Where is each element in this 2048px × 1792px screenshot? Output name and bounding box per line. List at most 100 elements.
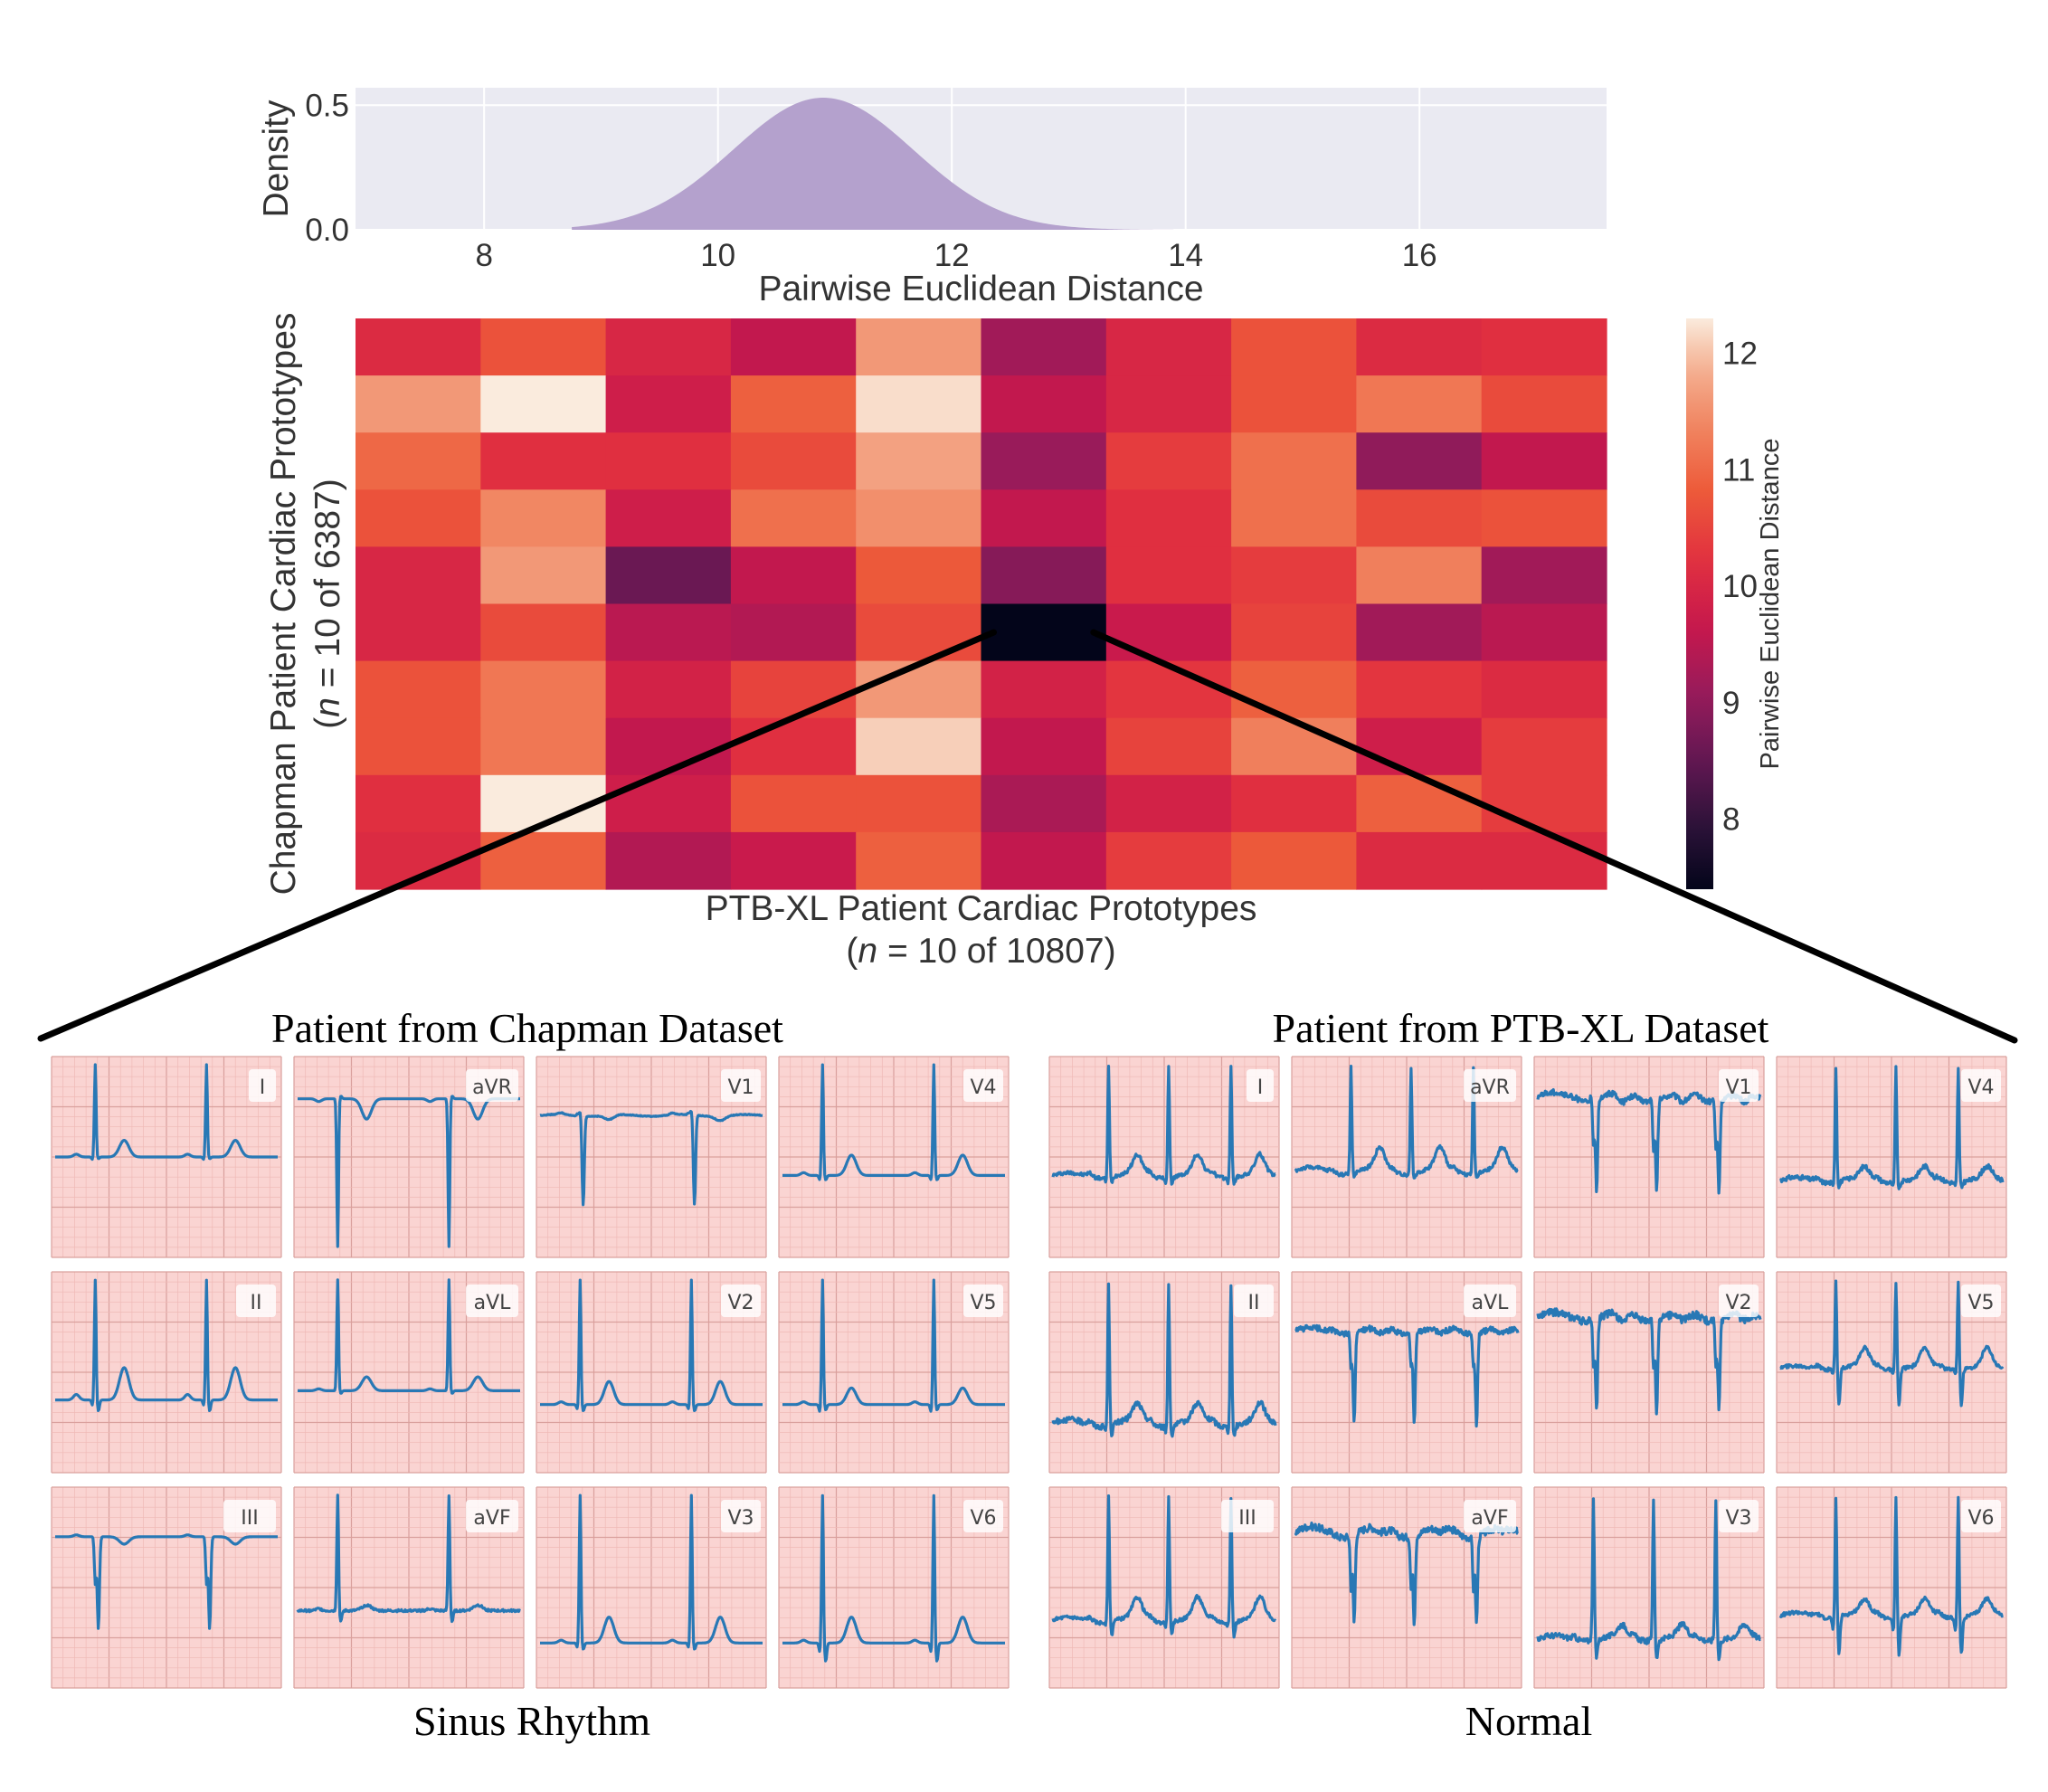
heatmap-cell bbox=[1356, 318, 1483, 376]
heatmap-y-n-var: n bbox=[308, 697, 347, 717]
ecg-lead-v2: V2 bbox=[536, 1271, 767, 1474]
heatmap-cell bbox=[856, 489, 982, 547]
heatmap-cell bbox=[856, 546, 982, 605]
heatmap-x-n-var: n bbox=[858, 932, 877, 971]
heatmap-cell bbox=[356, 660, 481, 719]
density-y-tick-label: 0.5 bbox=[305, 88, 349, 123]
ecg-lead-label: III bbox=[1238, 1507, 1256, 1530]
colorbar-tick-label: 10 bbox=[1722, 569, 1758, 604]
heatmap-cell bbox=[1481, 603, 1607, 662]
ecg-lead-label: I bbox=[1257, 1076, 1264, 1099]
heatmap-cell bbox=[480, 318, 607, 376]
ecg-lead-label: V3 bbox=[1725, 1507, 1751, 1530]
zoom-connector-lines bbox=[37, 629, 2018, 1044]
ecg-lead-v4: V4 bbox=[778, 1056, 1010, 1258]
ecg-lead-ii: II bbox=[1048, 1271, 1280, 1474]
ptbxl-panel-title: Patient from PTB-XL Dataset bbox=[1273, 1005, 1769, 1051]
heatmap-cell bbox=[981, 603, 1107, 662]
ecg-lead-avl: aVL bbox=[1291, 1271, 1522, 1474]
heatmap-cell bbox=[1231, 660, 1357, 719]
ecg-lead-v5: V5 bbox=[778, 1271, 1010, 1474]
ecg-lead-label-box bbox=[249, 1069, 276, 1102]
heatmap-cell bbox=[1105, 660, 1232, 719]
heatmap-cell bbox=[1231, 603, 1357, 662]
ecg-lead-avr: aVR bbox=[1291, 1056, 1522, 1258]
ecg-lead-label-box bbox=[721, 1285, 761, 1317]
ecg-lead-iii: III bbox=[51, 1486, 282, 1689]
ecg-lead-label-box bbox=[963, 1500, 1003, 1532]
ecg-lead-v5: V5 bbox=[1776, 1271, 2007, 1474]
ecg-lead-label: III bbox=[241, 1507, 258, 1530]
ecg-trace bbox=[1294, 1065, 1519, 1180]
colorbar-tick-label: 9 bbox=[1722, 686, 1740, 721]
connector-line-left bbox=[37, 629, 997, 1042]
connector-line-right bbox=[1090, 629, 2018, 1044]
heatmap-cell bbox=[1231, 717, 1357, 776]
ecg-lead-label-box bbox=[1719, 1285, 1759, 1317]
density-x-tick-label: 14 bbox=[1168, 238, 1203, 273]
heatmap-cell bbox=[1481, 375, 1607, 433]
heatmap-cell bbox=[730, 603, 857, 662]
ecg-lead-label: V5 bbox=[970, 1292, 996, 1314]
heatmap-x-axis-sublabel: (n = 10 of 10807) bbox=[846, 932, 1115, 971]
ecg-lead-label-box bbox=[1464, 1069, 1516, 1102]
heatmap-cell bbox=[1481, 318, 1607, 376]
heatmap-cell bbox=[981, 774, 1107, 833]
heatmap-cell bbox=[480, 660, 607, 719]
ecg-lead-label: V1 bbox=[1725, 1076, 1751, 1099]
ecg-lead-label: V6 bbox=[1967, 1507, 1994, 1530]
ecg-lead-label-box bbox=[1719, 1069, 1759, 1102]
heatmap-cell bbox=[981, 546, 1107, 605]
heatmap-cell bbox=[1231, 546, 1357, 605]
ecg-trace bbox=[539, 1278, 763, 1412]
heatmap-x-paren-open: ( bbox=[846, 932, 858, 971]
heatmap-cell bbox=[981, 717, 1107, 776]
ecg-lead-label: aVF bbox=[1471, 1507, 1508, 1530]
heatmap-cell bbox=[1231, 318, 1357, 376]
heatmap-cell bbox=[480, 546, 607, 605]
density-x-tick-label: 16 bbox=[1402, 238, 1437, 273]
heatmap-cell bbox=[1231, 831, 1357, 890]
heatmap-cell bbox=[730, 831, 857, 890]
ecg-trace bbox=[782, 1063, 1006, 1181]
ecg-lead-ii: II bbox=[51, 1271, 282, 1474]
heatmap-cell bbox=[1356, 717, 1483, 776]
ecg-lead-label: II bbox=[1248, 1292, 1260, 1314]
heatmap-cell bbox=[356, 489, 481, 547]
ecg-lead-i: I bbox=[51, 1056, 282, 1258]
colorbar-tick-label: 8 bbox=[1722, 802, 1740, 838]
heatmap-cell bbox=[1481, 774, 1607, 833]
heatmap-cell bbox=[981, 831, 1107, 890]
heatmap-x-count: = 10 of 10807) bbox=[877, 932, 1115, 971]
heatmap-cell bbox=[1231, 375, 1357, 433]
heatmap-cell bbox=[1105, 375, 1232, 433]
heatmap-cell bbox=[730, 774, 857, 833]
heatmap-cell bbox=[1356, 432, 1483, 490]
heatmap-cell bbox=[605, 831, 732, 890]
heatmap-cell bbox=[480, 603, 607, 662]
heatmap-cell bbox=[480, 717, 607, 776]
density-x-ticks: 8 10 12 14 16 bbox=[475, 238, 1436, 273]
ecg-trace bbox=[1779, 1065, 2005, 1190]
heatmap-cell bbox=[356, 774, 481, 833]
heatmap-cell bbox=[1105, 603, 1232, 662]
ecg-lead-label: V4 bbox=[1967, 1076, 1994, 1099]
density-plot: 8 10 12 14 16 0.0 0.5 Pairwise Euclidean Dist… bbox=[257, 88, 1607, 308]
heatmap-cell bbox=[605, 717, 732, 776]
heatmap-cell bbox=[1231, 432, 1357, 490]
ecg-lead-avl: aVL bbox=[293, 1271, 525, 1474]
density-area bbox=[572, 98, 1174, 230]
heatmap-cell bbox=[730, 432, 857, 490]
ecg-trace bbox=[782, 1493, 1006, 1663]
heatmap-cell bbox=[1481, 660, 1607, 719]
ecg-lead-label-box bbox=[1961, 1500, 2001, 1532]
heatmap-cell bbox=[981, 432, 1107, 490]
colorbar-ticks: 8 9 10 11 12 bbox=[1722, 337, 1758, 838]
ecg-lead-label: I bbox=[260, 1076, 266, 1099]
heatmap-cell bbox=[856, 375, 982, 433]
heatmap-cell bbox=[730, 546, 857, 605]
ecg-lead-label: V2 bbox=[727, 1292, 754, 1314]
ecg-lead-label: V5 bbox=[1967, 1292, 1994, 1314]
ptbxl-diagnosis-label: Normal bbox=[1465, 1698, 1593, 1744]
